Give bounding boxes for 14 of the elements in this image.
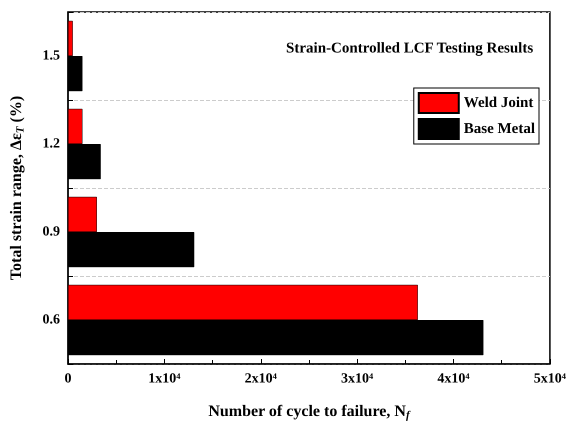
legend-label: Weld Joint — [464, 95, 534, 111]
x-tick-label: 1x10⁴ — [148, 372, 182, 386]
y-tick-label: 1.2 — [42, 136, 60, 152]
y-tick-label: 1.5 — [42, 48, 60, 64]
x-tick-label: 5x10⁴ — [534, 372, 567, 386]
y-tick-label: 0.6 — [42, 312, 60, 328]
text: Strain-Controlled LCF Testing Results — [286, 40, 534, 56]
y-tick-label: 0.9 — [42, 224, 60, 240]
x-tick-label: 3x10⁴ — [341, 372, 374, 386]
x-tick-label: 0 — [64, 372, 72, 386]
x-tick-label: 4x10⁴ — [437, 372, 470, 386]
legend-label: Base Metal — [464, 121, 536, 137]
y-axis-title: Total strain range, ΔεT (%) — [8, 96, 26, 280]
x-tick-label: 2x10⁴ — [244, 372, 278, 386]
